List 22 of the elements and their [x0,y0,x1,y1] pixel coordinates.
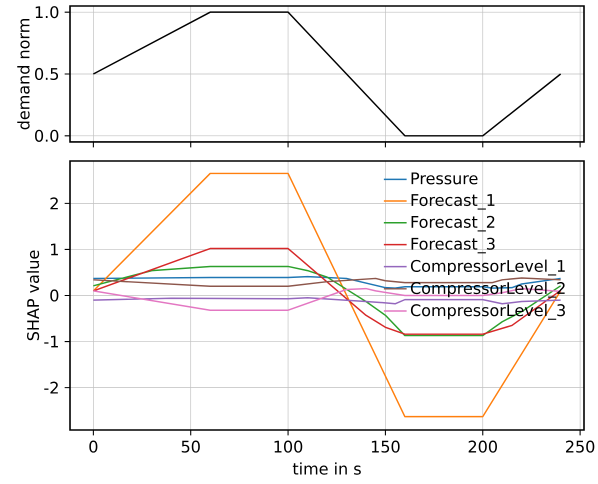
y-tick-label: -2 [44,382,58,394]
legend-label: Forecast_2 [412,216,494,232]
y-axis-title: demand norm [17,19,30,130]
legend-label: Forecast_1 [412,194,494,210]
y-axis-title: SHAP value [26,250,40,340]
legend-label: CompressorLevel_1 [410,260,565,276]
y-tick-label: 0.5 [35,68,58,80]
x-tick-label: 200 [468,440,497,453]
y-tick-label: 2 [50,197,58,210]
legend-label: Forecast_3 [412,238,495,254]
y-tick-label: 0.0 [35,130,58,142]
y-tick-label: -1 [44,336,58,348]
x-axis-title: time in s [292,462,361,475]
x-tick-label: 250 [566,440,594,453]
x-tick-label: 150 [372,440,400,453]
y-tick-label: 1 [51,244,58,256]
x-tick-label: 50 [182,440,200,453]
y-tick-label: 0 [50,289,58,302]
legend-label: Pressure [412,172,478,184]
x-tick-label: 100 [274,440,302,453]
y-tick-label: 1.0 [36,6,58,18]
x-tick-label: 0 [89,440,98,453]
